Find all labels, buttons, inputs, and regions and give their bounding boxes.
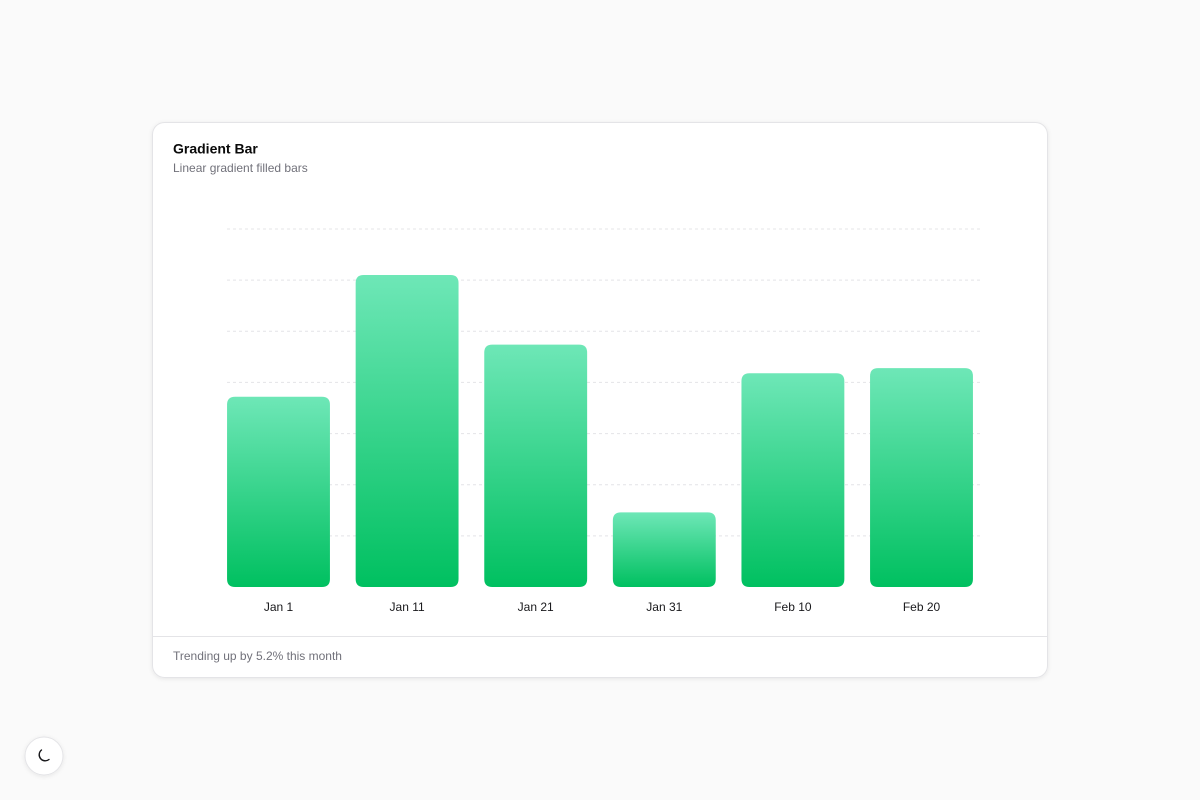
- bar: [227, 396, 330, 587]
- bar: [484, 344, 588, 587]
- x-tick-label: Jan 21: [518, 600, 554, 614]
- x-tick-label: Jan 1: [264, 600, 294, 614]
- theme-toggle[interactable]: [24, 736, 64, 776]
- x-tick-label: Feb 10: [774, 600, 812, 614]
- theme-button[interactable]: [24, 736, 64, 776]
- bar: [741, 373, 845, 587]
- bar: [870, 368, 973, 587]
- chart-subtitle: Linear gradient filled bars: [173, 161, 308, 175]
- bar: [612, 512, 716, 587]
- plot: Jan 1 Jan 11 Jan 21 Jan 31 Feb 10 Feb 20: [227, 228, 980, 614]
- x-tick-label: Jan 31: [646, 600, 682, 614]
- chart-title: Gradient Bar: [173, 141, 258, 157]
- footer-text: Trending up by 5.2% this month: [173, 649, 342, 663]
- x-tick-label: Feb 20: [903, 600, 941, 614]
- bar: [355, 275, 459, 587]
- moon-icon: [38, 749, 50, 762]
- x-tick-label: Jan 11: [390, 600, 425, 614]
